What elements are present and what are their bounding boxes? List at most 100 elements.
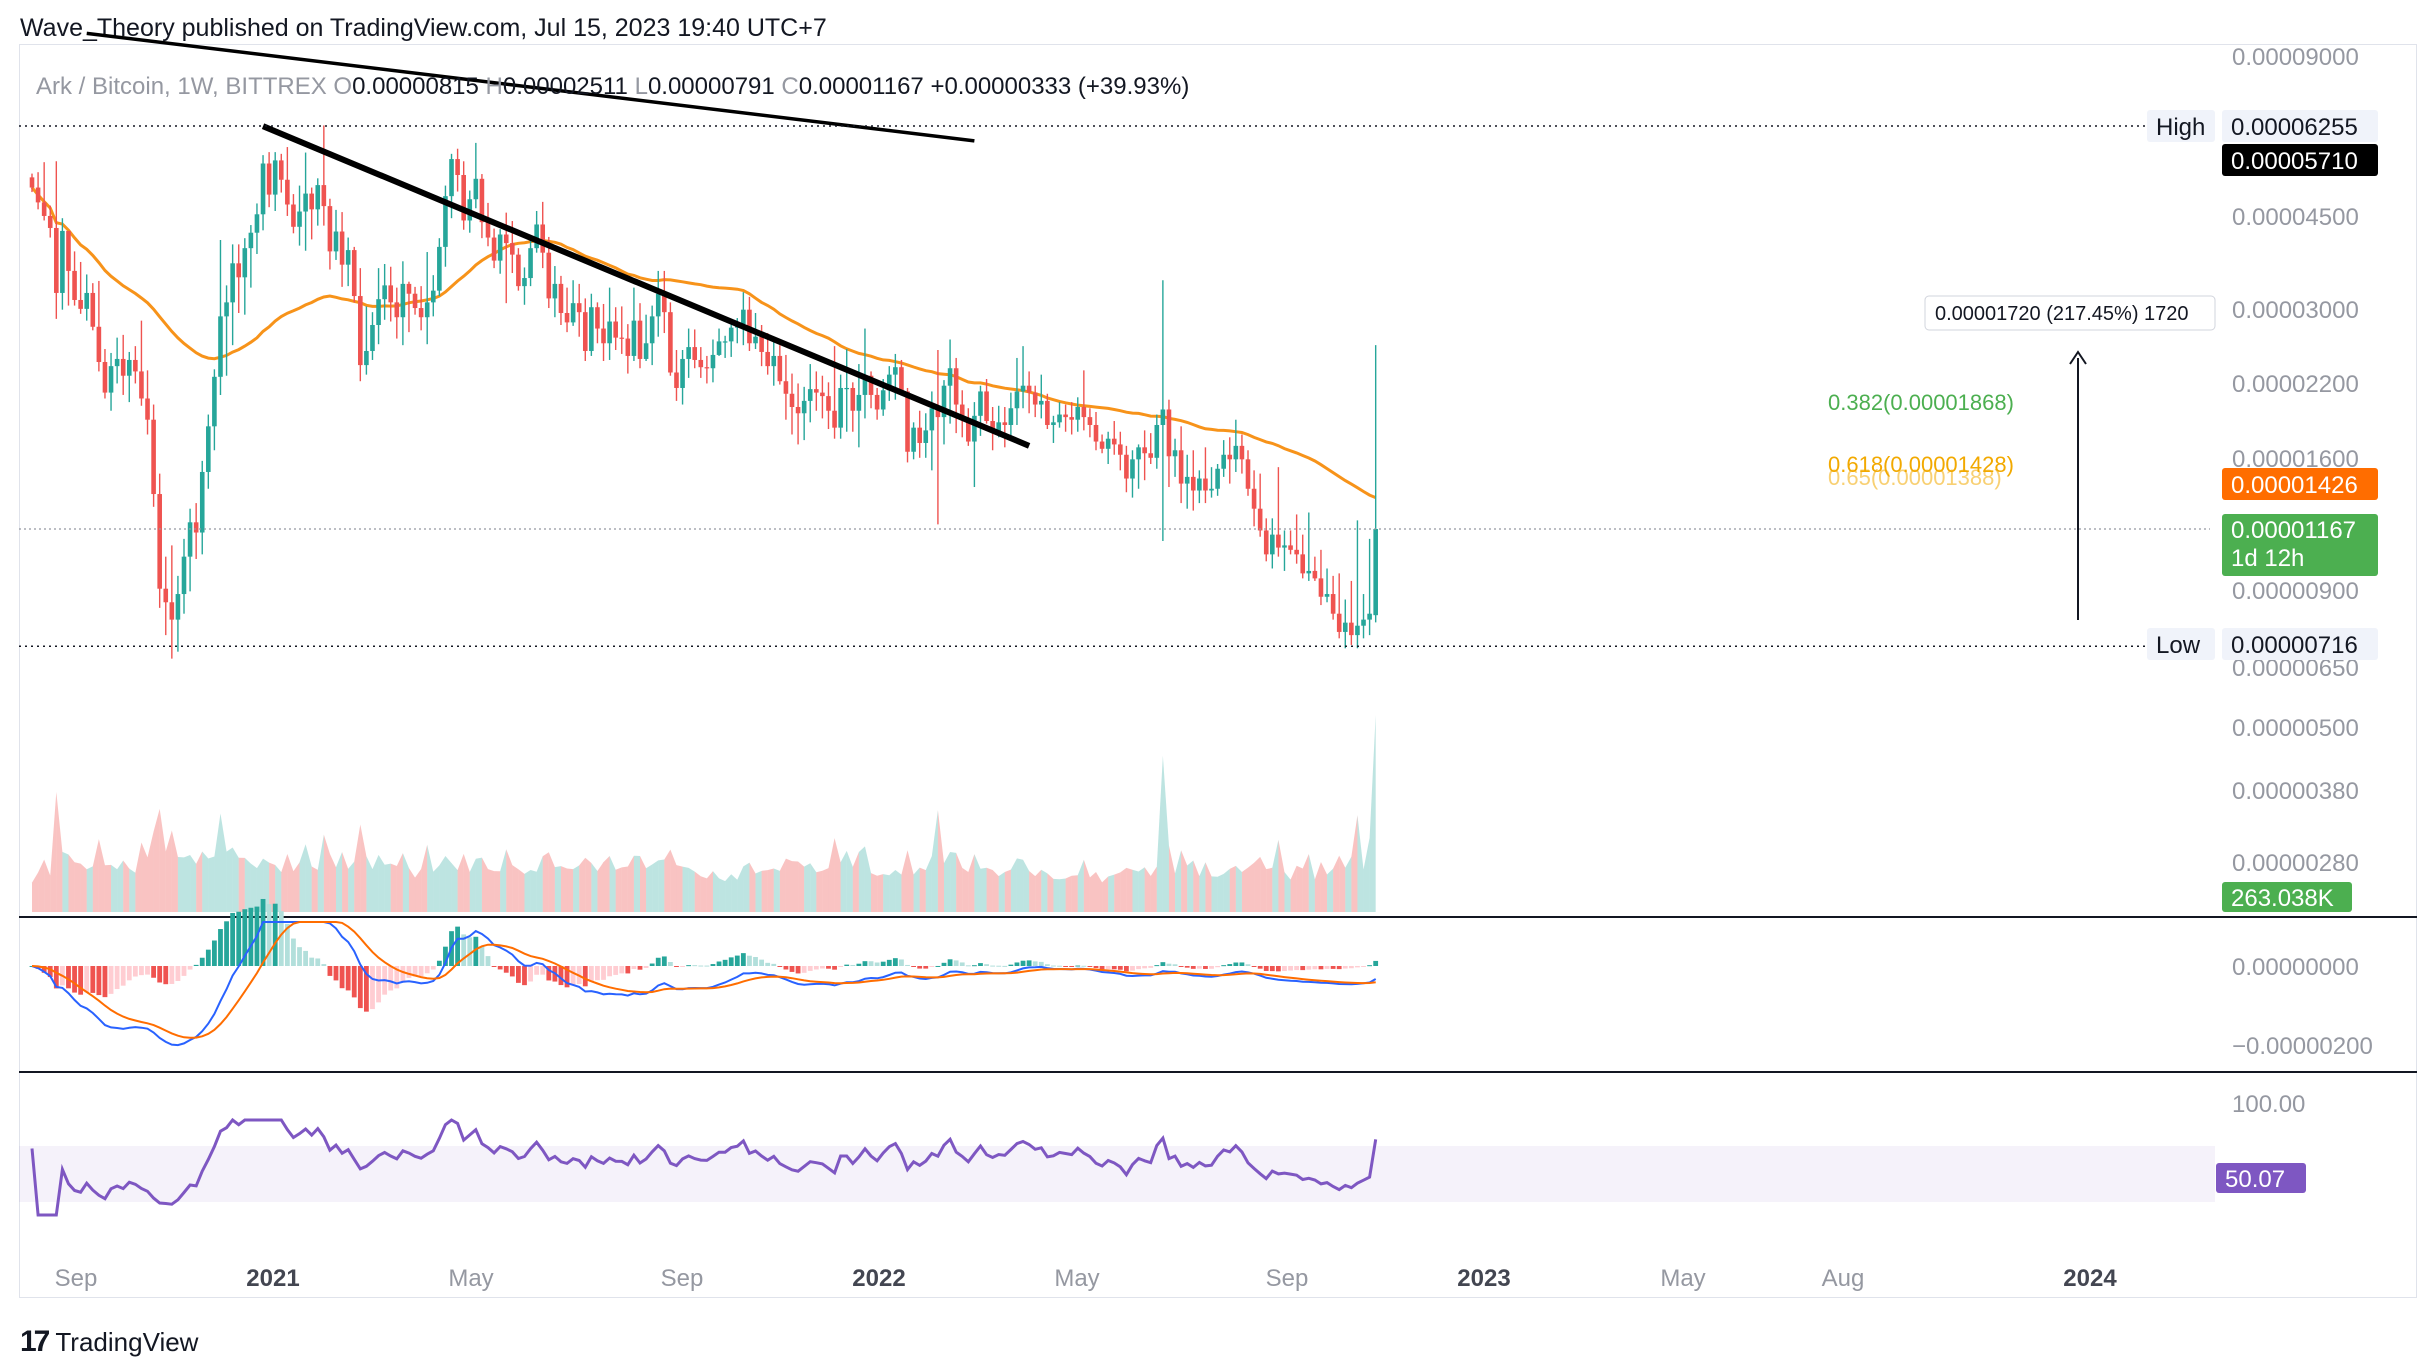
- candle-body: [552, 283, 558, 299]
- volume-segment: [1205, 862, 1212, 912]
- volume-segment: [1168, 845, 1176, 912]
- candle: [570, 280, 576, 326]
- candle-body: [959, 404, 965, 420]
- candle-body: [972, 415, 977, 442]
- macd-histogram-bar: [139, 966, 144, 976]
- macd-histogram-bar: [728, 957, 734, 966]
- time-tick-label: 2021: [246, 1265, 299, 1292]
- candle: [607, 287, 612, 360]
- volume-segment: [214, 813, 221, 912]
- volume-segment: [1047, 873, 1054, 912]
- volume-segment: [524, 869, 531, 912]
- candle: [1142, 430, 1147, 481]
- macd-histogram-bar: [145, 966, 150, 975]
- candle-body: [546, 252, 552, 299]
- candle: [430, 275, 436, 317]
- volume-segment: [962, 867, 969, 912]
- macd-histogram-bar: [747, 955, 752, 966]
- macd-histogram-bar: [1142, 966, 1148, 969]
- candle: [923, 413, 929, 458]
- macd-histogram-bar: [899, 959, 904, 966]
- candle: [1330, 575, 1336, 620]
- macd-histogram-bar: [394, 966, 400, 989]
- candle-body: [1081, 407, 1087, 418]
- macd-histogram-bar: [844, 964, 850, 966]
- candle-body: [576, 303, 582, 313]
- macd-histogram-bar: [649, 963, 655, 966]
- volume-segment: [463, 853, 470, 912]
- volume-segment: [998, 872, 1005, 912]
- volume-segment: [269, 862, 276, 912]
- volume-segment: [177, 856, 184, 912]
- macd-histogram-bar: [406, 966, 412, 978]
- candle: [1172, 438, 1178, 477]
- macd-histogram-bar: [680, 966, 685, 967]
- macd-histogram-bar: [1026, 960, 1032, 966]
- macd-histogram-bar: [892, 958, 898, 966]
- candle-body: [1282, 545, 1287, 548]
- candle-body: [187, 522, 193, 557]
- candle-body: [351, 250, 357, 297]
- candle-body: [607, 321, 612, 344]
- candle: [218, 240, 223, 395]
- macd-histogram-bar: [613, 966, 619, 975]
- macd-histogram-bar: [90, 966, 96, 993]
- candle: [266, 152, 272, 208]
- low-label: Low: [2156, 632, 2201, 659]
- volume-segment: [396, 853, 403, 912]
- macd-histogram-bar: [813, 966, 819, 970]
- macd-histogram-bar: [1014, 962, 1020, 966]
- macd-histogram-bar: [151, 966, 156, 978]
- candle: [400, 261, 406, 346]
- candle-body: [1221, 454, 1226, 469]
- volume-segment: [299, 844, 306, 912]
- drawing-tools[interactable]: [19, 31, 2210, 647]
- volume-segment: [877, 874, 884, 912]
- trendline-price-tag: 0.00005710: [2231, 148, 2358, 175]
- volume-segment: [44, 859, 51, 912]
- candle-body: [321, 185, 327, 207]
- volume-segment: [822, 868, 829, 912]
- candle: [461, 161, 466, 230]
- candle-body: [886, 374, 892, 391]
- candle-body: [674, 372, 679, 388]
- candle: [1361, 594, 1366, 639]
- candle-body: [1178, 450, 1184, 484]
- candle: [102, 349, 108, 399]
- candle-body: [789, 393, 795, 408]
- candle-body: [564, 313, 570, 323]
- volume-segment: [548, 852, 555, 912]
- volume-segment: [798, 861, 805, 912]
- candle: [741, 292, 746, 346]
- macd-histogram-bar: [868, 961, 874, 966]
- volume-segment: [986, 867, 993, 912]
- candle-body: [899, 367, 904, 392]
- candle-body: [84, 292, 90, 309]
- candle: [911, 422, 916, 460]
- upper-trendline: [86, 31, 975, 143]
- candle-body: [1203, 478, 1208, 491]
- macd-histogram-bar: [205, 949, 211, 966]
- rsi-band: [19, 1146, 2215, 1202]
- candle: [90, 283, 96, 331]
- candle: [260, 155, 266, 231]
- candle-body: [199, 471, 205, 533]
- ohlc-change: +0.00000333 (+39.93%): [930, 73, 1189, 100]
- candle: [212, 369, 217, 451]
- candle-body: [698, 359, 704, 368]
- candle-body: [473, 178, 479, 200]
- macd-histogram-bar: [674, 966, 679, 967]
- candle: [1105, 431, 1111, 464]
- volume-segment: [931, 810, 938, 912]
- volume-segment: [111, 864, 118, 912]
- candle: [649, 305, 655, 366]
- volume-segment: [469, 858, 476, 912]
- candle-body: [832, 410, 837, 428]
- candle-body: [1105, 438, 1111, 449]
- volume-segment: [1266, 867, 1273, 912]
- candle: [406, 281, 412, 333]
- macd-histogram-bar: [1166, 963, 1172, 966]
- candle: [35, 172, 41, 210]
- macd-histogram-bar: [272, 903, 278, 966]
